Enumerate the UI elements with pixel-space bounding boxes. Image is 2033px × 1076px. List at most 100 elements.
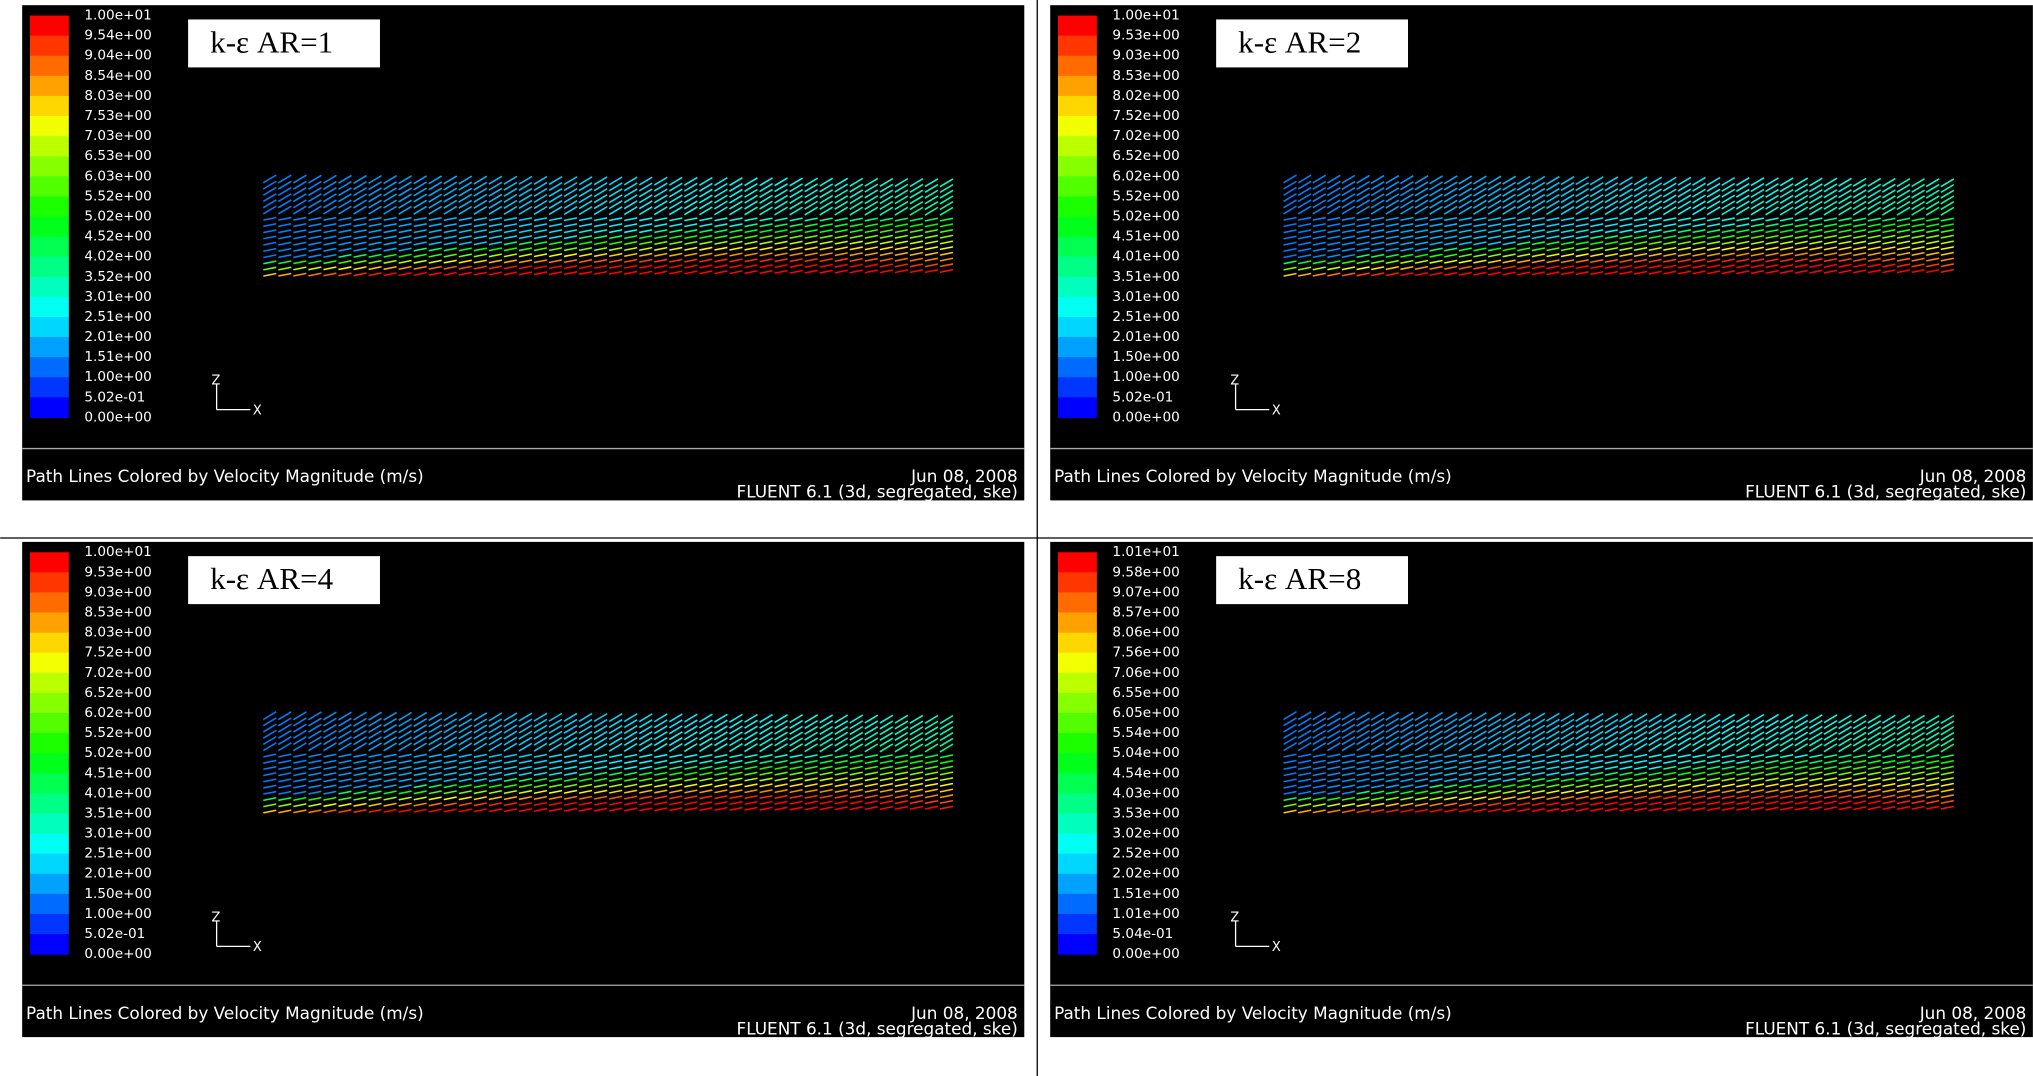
- colorbar-swatch: [1058, 773, 1097, 794]
- colorbar-swatch: [1058, 397, 1097, 418]
- colorbar-swatch: [1058, 613, 1097, 634]
- fluent-panel: 1.00e+019.54e+009.04e+008.54e+008.03e+00…: [22, 5, 1024, 501]
- colorbar-swatch: [30, 834, 69, 855]
- colorbar-label: 1.50e+00: [1112, 349, 1179, 365]
- colorbar-label: 3.51e+00: [84, 805, 151, 821]
- colorbar-label: 0.00e+00: [1112, 946, 1179, 962]
- axis-x-label: X: [1272, 940, 1281, 955]
- colorbar-swatch: [1058, 377, 1097, 398]
- colorbar-label: 4.54e+00: [1112, 765, 1179, 781]
- colorbar-swatch: [30, 36, 69, 57]
- colorbar-label: 3.52e+00: [84, 269, 151, 285]
- colorbar-swatch: [30, 377, 69, 398]
- colorbar-label: 5.02e+00: [84, 208, 151, 224]
- colorbar-swatch: [30, 673, 69, 694]
- case-label: k-ε AR=8: [1238, 561, 1361, 596]
- colorbar-label: 0.00e+00: [84, 946, 151, 962]
- colorbar-label: 5.54e+00: [1112, 725, 1179, 741]
- case-label: k-ε AR=1: [210, 25, 333, 60]
- colorbar-label: 6.52e+00: [84, 685, 151, 701]
- colorbar-swatch: [30, 116, 69, 137]
- colorbar-swatch: [1058, 96, 1097, 117]
- colorbar-label: 2.51e+00: [84, 309, 151, 325]
- colorbar-label: 5.52e+00: [84, 188, 151, 204]
- colorbar-label: 3.53e+00: [1112, 805, 1179, 821]
- colorbar-label: 5.02e-01: [1112, 389, 1173, 405]
- colorbar-swatch: [1058, 36, 1097, 57]
- colorbar-label: 6.02e+00: [1112, 168, 1179, 184]
- colorbar-label: 9.03e+00: [1112, 48, 1179, 64]
- colorbar-swatch: [1058, 793, 1097, 814]
- axis-z-label: Z: [1230, 910, 1239, 925]
- fluent-panel: 1.00e+019.53e+009.03e+008.53e+008.02e+00…: [1050, 5, 2033, 501]
- colorbar-label: 8.06e+00: [1112, 625, 1179, 641]
- colorbar-label: 5.04e-01: [1112, 926, 1173, 942]
- colorbar-label: 5.02e+00: [1112, 208, 1179, 224]
- colorbar-swatch: [1058, 592, 1097, 613]
- colorbar-swatch: [1058, 854, 1097, 875]
- colorbar-label: 9.54e+00: [84, 28, 151, 44]
- colorbar-swatch: [1058, 633, 1097, 654]
- colorbar-label: 6.55e+00: [1112, 685, 1179, 701]
- colorbar-swatch: [1058, 914, 1097, 935]
- colorbar-swatch: [1058, 116, 1097, 137]
- colorbar-swatch: [1058, 56, 1097, 77]
- colorbar-swatch: [30, 96, 69, 117]
- colorbar-label: 3.01e+00: [84, 289, 151, 305]
- colorbar-label: 4.52e+00: [84, 229, 151, 245]
- colorbar-swatch: [1058, 572, 1097, 593]
- colorbar-label: 1.51e+00: [1112, 886, 1179, 902]
- colorbar-swatch: [30, 773, 69, 794]
- colorbar-swatch: [30, 56, 69, 77]
- colorbar-label: 5.02e-01: [84, 389, 145, 405]
- colorbar-swatch: [30, 317, 69, 338]
- colorbar-label: 8.02e+00: [1112, 88, 1179, 104]
- colorbar-swatch: [1058, 733, 1097, 754]
- colorbar-swatch: [1058, 834, 1097, 855]
- colorbar-label: 1.00e+01: [84, 8, 151, 24]
- colorbar-swatch: [30, 733, 69, 754]
- colorbar-label: 7.02e+00: [1112, 128, 1179, 144]
- colorbar-swatch: [30, 357, 69, 378]
- axis-x-label: X: [253, 403, 262, 418]
- colorbar-swatch: [30, 76, 69, 97]
- colorbar-label: 1.00e+00: [1112, 369, 1179, 385]
- colorbar-label: 2.01e+00: [84, 866, 151, 882]
- colorbar-label: 8.54e+00: [84, 68, 151, 84]
- colorbar-label: 8.03e+00: [84, 625, 151, 641]
- colorbar-swatch: [1058, 196, 1097, 217]
- colorbar-label: 7.52e+00: [84, 645, 151, 661]
- case-label: k-ε AR=4: [210, 561, 334, 596]
- solver-info: FLUENT 6.1 (3d, segregated, ske): [1745, 1018, 2026, 1038]
- colorbar-label: 5.04e+00: [1112, 745, 1179, 761]
- colorbar-label: 7.03e+00: [84, 128, 151, 144]
- colorbar-swatch: [30, 753, 69, 774]
- colorbar-swatch: [30, 854, 69, 875]
- colorbar-swatch: [1058, 297, 1097, 318]
- fluent-panel: 1.01e+019.58e+009.07e+008.57e+008.06e+00…: [1050, 542, 2033, 1038]
- colorbar-swatch: [1058, 16, 1097, 37]
- colorbar-swatch: [30, 176, 69, 197]
- colorbar-label: 7.06e+00: [1112, 665, 1179, 681]
- colorbar-swatch: [30, 813, 69, 834]
- colorbar-swatch: [1058, 653, 1097, 674]
- colorbar-label: 4.51e+00: [84, 765, 151, 781]
- colorbar-label: 2.02e+00: [1112, 866, 1179, 882]
- colorbar-label: 6.52e+00: [1112, 148, 1179, 164]
- colorbar-label: 2.51e+00: [1112, 309, 1179, 325]
- colorbar-label: 8.53e+00: [1112, 68, 1179, 84]
- colorbar-swatch: [1058, 673, 1097, 694]
- colorbar-label: 4.02e+00: [84, 249, 151, 265]
- colorbar-label: 1.01e+01: [1112, 544, 1179, 560]
- caption: Path Lines Colored by Velocity Magnitude…: [1054, 1003, 1452, 1023]
- colorbar-swatch: [30, 914, 69, 935]
- colorbar-label: 3.51e+00: [1112, 269, 1179, 285]
- colorbar-label: 1.50e+00: [84, 886, 151, 902]
- colorbar-label: 5.02e+00: [84, 745, 151, 761]
- colorbar-swatch: [30, 297, 69, 318]
- colorbar-label: 1.00e+01: [84, 544, 151, 560]
- colorbar-label: 5.52e+00: [1112, 188, 1179, 204]
- axis-x-label: X: [1272, 403, 1281, 418]
- colorbar-swatch: [1058, 237, 1097, 258]
- colorbar-swatch: [30, 552, 69, 573]
